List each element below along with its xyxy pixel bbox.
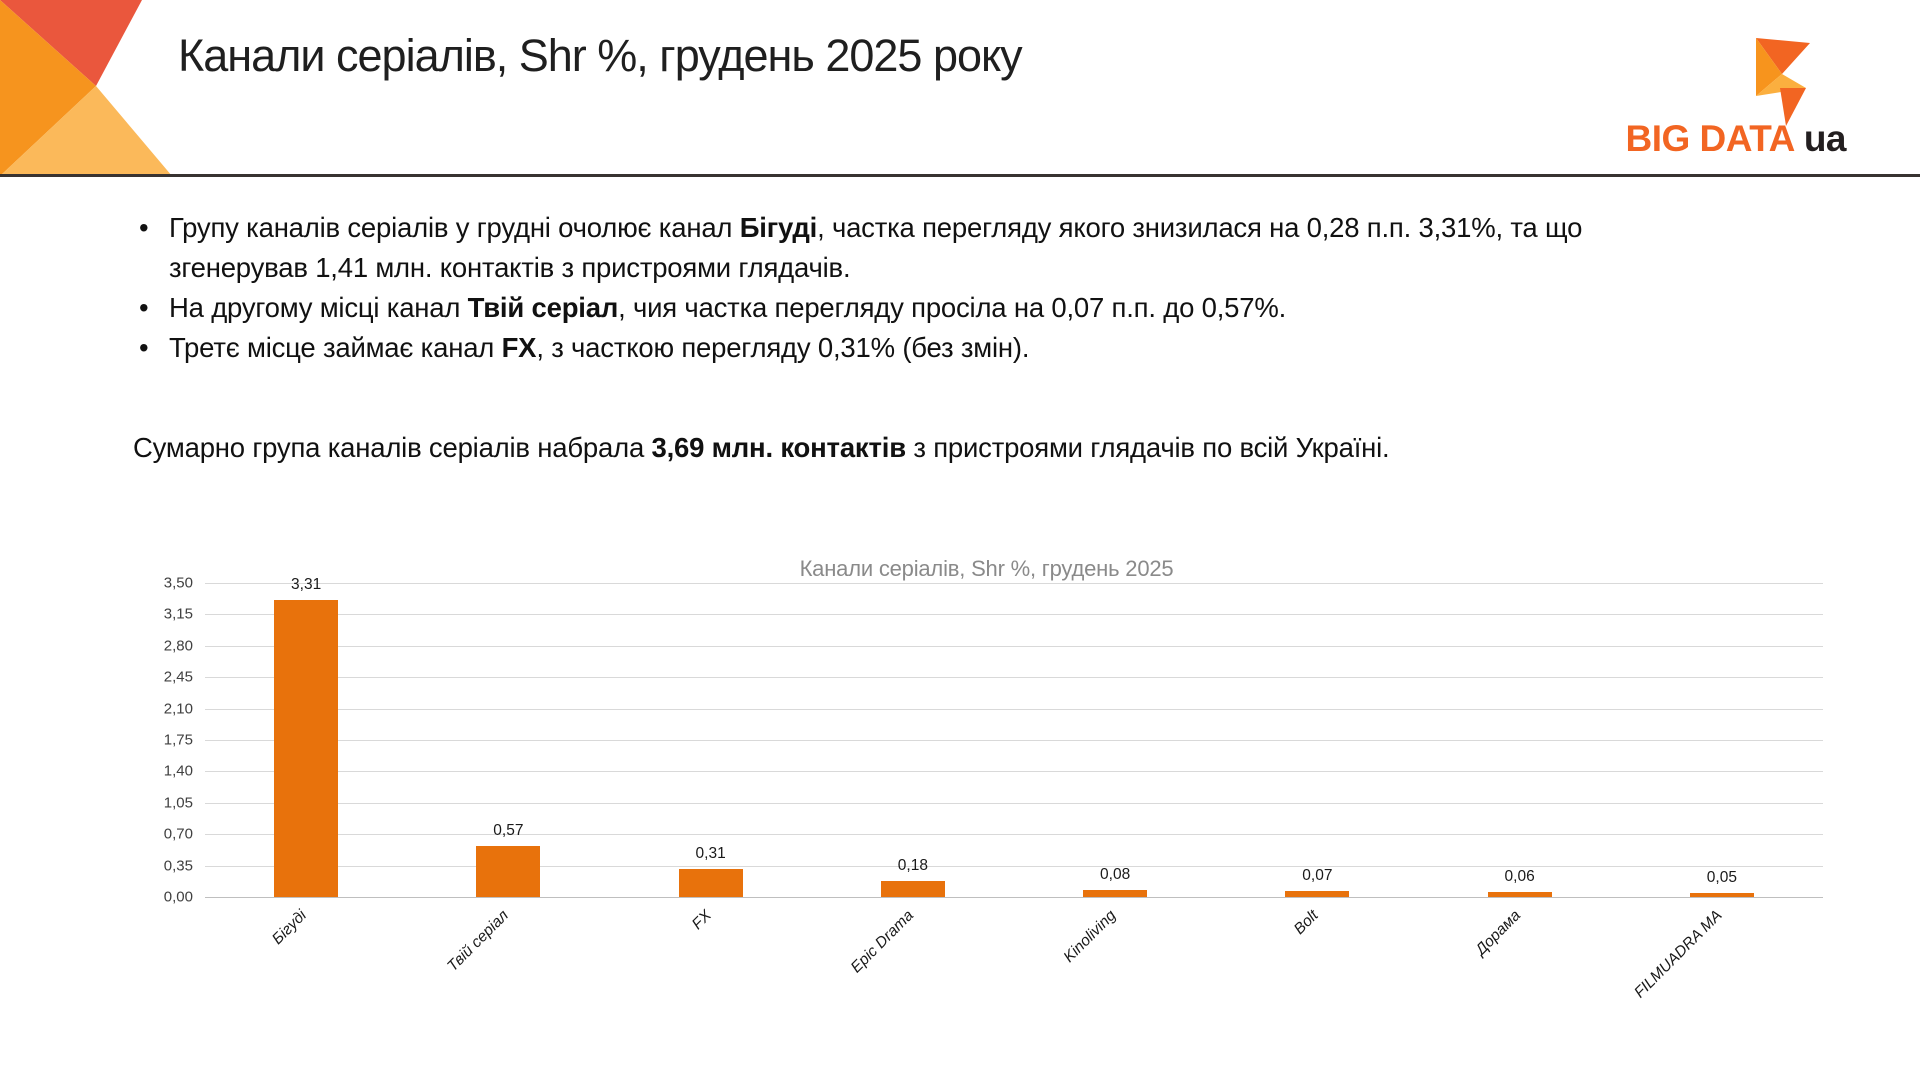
gridline xyxy=(205,740,1823,741)
y-axis-tick: 1,40 xyxy=(163,762,193,780)
bar-FILMUADRA MA xyxy=(1689,892,1754,897)
bar-FX xyxy=(678,869,743,897)
x-axis-label: Bolt xyxy=(1290,907,1322,938)
bullet-2-text: На другому місці канал xyxy=(169,292,468,323)
gridline xyxy=(205,583,1823,584)
summary-text: Сумарно група каналів серіалів набрала xyxy=(133,432,652,463)
bar-value-label: 0,57 xyxy=(493,821,524,839)
bullet-1-rest: , частка перегляду якого знизилася на 0,… xyxy=(169,212,1583,283)
bigdata-logo: BIG DATA ua xyxy=(1625,36,1847,157)
chart-title: Канали серіалів, Shr %, грудень 2025 xyxy=(799,556,1174,581)
y-axis-tick: 2,45 xyxy=(163,668,193,686)
summary-bold: 3,69 млн. контактів xyxy=(651,432,906,463)
logo-brand: BIG DATA xyxy=(1625,118,1795,159)
gridline xyxy=(205,771,1823,773)
x-axis-label: Бігуді xyxy=(269,907,311,948)
y-axis-tick: 2,80 xyxy=(163,637,193,655)
bullet-item-2: На другому місці канал Твій серіал, чия … xyxy=(133,288,1678,328)
bigdata-logo-text: BIG DATA ua xyxy=(1625,120,1846,157)
gridline xyxy=(205,645,1823,647)
bullet-3-text: Третє місце займає канал xyxy=(169,332,502,363)
y-axis-tick: 1,75 xyxy=(163,731,193,749)
corner-decoration xyxy=(0,0,172,176)
gridline xyxy=(205,834,1823,836)
x-axis-label: Дорама xyxy=(1472,907,1524,959)
page-title: Канали серіалів, Shr %, грудень 2025 рок… xyxy=(178,30,1023,81)
bar-Твій серіал xyxy=(476,845,541,897)
header-divider xyxy=(0,174,1920,177)
x-axis-label: Твій серіал xyxy=(444,907,513,975)
slide-body: Групу каналів серіалів у грудні очолює к… xyxy=(133,208,1678,468)
bar-value-label: 0,31 xyxy=(695,845,726,863)
y-axis-tick: 1,05 xyxy=(163,794,193,812)
x-axis-label: Kinoliving xyxy=(1060,907,1120,966)
bar-value-label: 0,08 xyxy=(1100,865,1131,883)
y-axis-tick: 0,35 xyxy=(163,857,193,875)
logo-suffix: ua xyxy=(1803,118,1847,159)
bar-value-label: 0,07 xyxy=(1302,866,1333,884)
bar-Bolt xyxy=(1285,890,1350,897)
y-axis-tick: 0,00 xyxy=(163,888,193,906)
gridline xyxy=(205,614,1823,616)
x-axis-label: FX xyxy=(688,907,715,934)
bar-value-label: 3,31 xyxy=(291,576,322,594)
y-axis-tick: 3,50 xyxy=(163,574,193,592)
x-axis-label: FILMUADRA MA xyxy=(1631,907,1726,1002)
bar-Бігуді xyxy=(274,600,339,897)
y-axis-tick: 3,15 xyxy=(163,605,193,623)
summary-rest: з пристроями глядачів по всій Україні. xyxy=(905,432,1390,463)
gridline xyxy=(205,677,1823,679)
gridline xyxy=(205,708,1823,710)
bullet-3-bold: FX xyxy=(501,332,537,363)
bar-value-label: 0,18 xyxy=(897,856,928,874)
bullet-item-1: Групу каналів серіалів у грудні очолює к… xyxy=(133,208,1678,288)
bigdata-bolt-icon xyxy=(1756,38,1810,126)
bullet-3-rest: , з часткою перегляду 0,31% (без змін). xyxy=(536,332,1030,363)
bullet-item-3: Третє місце займає канал FX, з часткою п… xyxy=(133,328,1678,368)
summary-paragraph: Сумарно група каналів серіалів набрала 3… xyxy=(133,428,1678,468)
bullet-list: Групу каналів серіалів у грудні очолює к… xyxy=(133,208,1678,368)
y-axis-tick: 2,10 xyxy=(163,700,193,718)
bar-Epic Drama xyxy=(880,880,945,897)
bullet-1-bold: Бігуді xyxy=(739,212,818,243)
y-axis-tick: 0,70 xyxy=(163,825,193,843)
bar-Kinoliving xyxy=(1083,889,1148,897)
bullet-2-rest: , чия частка перегляду просіла на 0,07 п… xyxy=(618,292,1287,323)
gridline xyxy=(205,802,1823,804)
bar-value-label: 0,05 xyxy=(1706,868,1737,886)
chart-plot-area: 3,50 3,15 2,80 2,45 2,10 1,75 1,40 1,05 0,70 0,35… xyxy=(164,575,1823,1001)
bullet-2-bold: Твій серіал xyxy=(467,292,619,323)
gridline xyxy=(205,865,1823,867)
bar-value-label: 0,06 xyxy=(1504,867,1535,885)
x-axis-label: Epic Drama xyxy=(847,907,917,977)
bullet-1-text: Групу каналів серіалів у грудні очолює к… xyxy=(169,212,740,243)
gridline xyxy=(205,897,1823,898)
bar-Дорама xyxy=(1487,891,1552,897)
